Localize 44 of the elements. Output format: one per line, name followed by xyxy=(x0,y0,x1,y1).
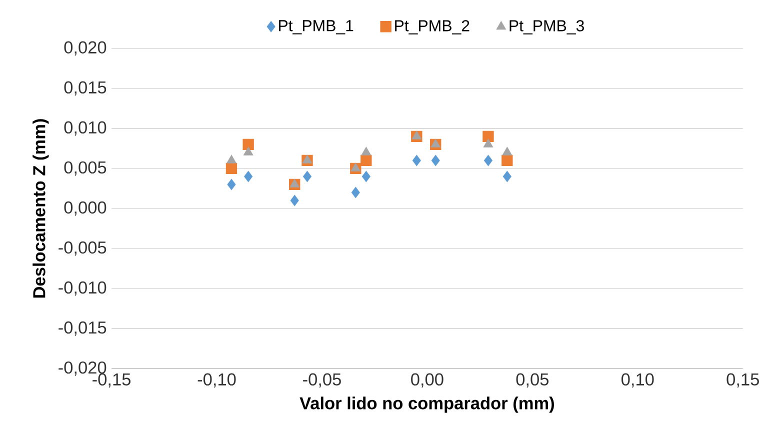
point xyxy=(290,194,299,206)
x-tick-label: 0,05 xyxy=(516,373,548,388)
point xyxy=(361,146,372,156)
legend-label: Pt_PMB_2 xyxy=(395,20,470,34)
point xyxy=(502,170,512,182)
y-axis-title: Deslocamento Z (mm) xyxy=(32,119,49,298)
legend-label: Pt_PMB_3 xyxy=(510,20,584,34)
point xyxy=(350,162,361,172)
point xyxy=(360,154,372,166)
point xyxy=(502,146,512,156)
point xyxy=(243,146,254,156)
y-tick-label: 0,010 xyxy=(64,121,106,136)
y-tick-label: 0,000 xyxy=(64,201,106,216)
y-tick-label: -0,010 xyxy=(58,281,106,296)
x-tick-label: 0,10 xyxy=(622,373,654,388)
point xyxy=(227,178,236,190)
point xyxy=(483,138,494,148)
x-axis-title: Valor lido no comparador (mm) xyxy=(300,396,554,413)
point xyxy=(430,138,440,148)
y-tick-label: -0,005 xyxy=(58,241,106,256)
point xyxy=(484,154,492,166)
point xyxy=(244,170,253,182)
x-tick-label: -0,10 xyxy=(198,373,236,388)
x-tick-label: 0,15 xyxy=(726,373,759,388)
x-tick-label: -0,05 xyxy=(303,373,341,388)
legend-label: Pt_PMB_1 xyxy=(279,20,354,34)
y-tick-label: -0,015 xyxy=(58,321,106,336)
point xyxy=(226,162,238,174)
point xyxy=(502,154,513,166)
y-tick-label: 0,015 xyxy=(64,81,106,96)
point xyxy=(226,154,236,164)
point xyxy=(431,154,440,166)
point xyxy=(302,170,312,182)
point xyxy=(482,130,494,142)
point xyxy=(362,170,370,182)
point xyxy=(412,130,422,140)
point xyxy=(351,186,360,198)
point xyxy=(302,154,312,164)
y-tick-label: 0,005 xyxy=(64,161,106,176)
point xyxy=(290,178,300,188)
x-tick-label: 0,00 xyxy=(411,373,444,388)
point xyxy=(242,138,254,150)
point xyxy=(412,154,421,166)
y-tick-label: 0,020 xyxy=(64,41,106,56)
